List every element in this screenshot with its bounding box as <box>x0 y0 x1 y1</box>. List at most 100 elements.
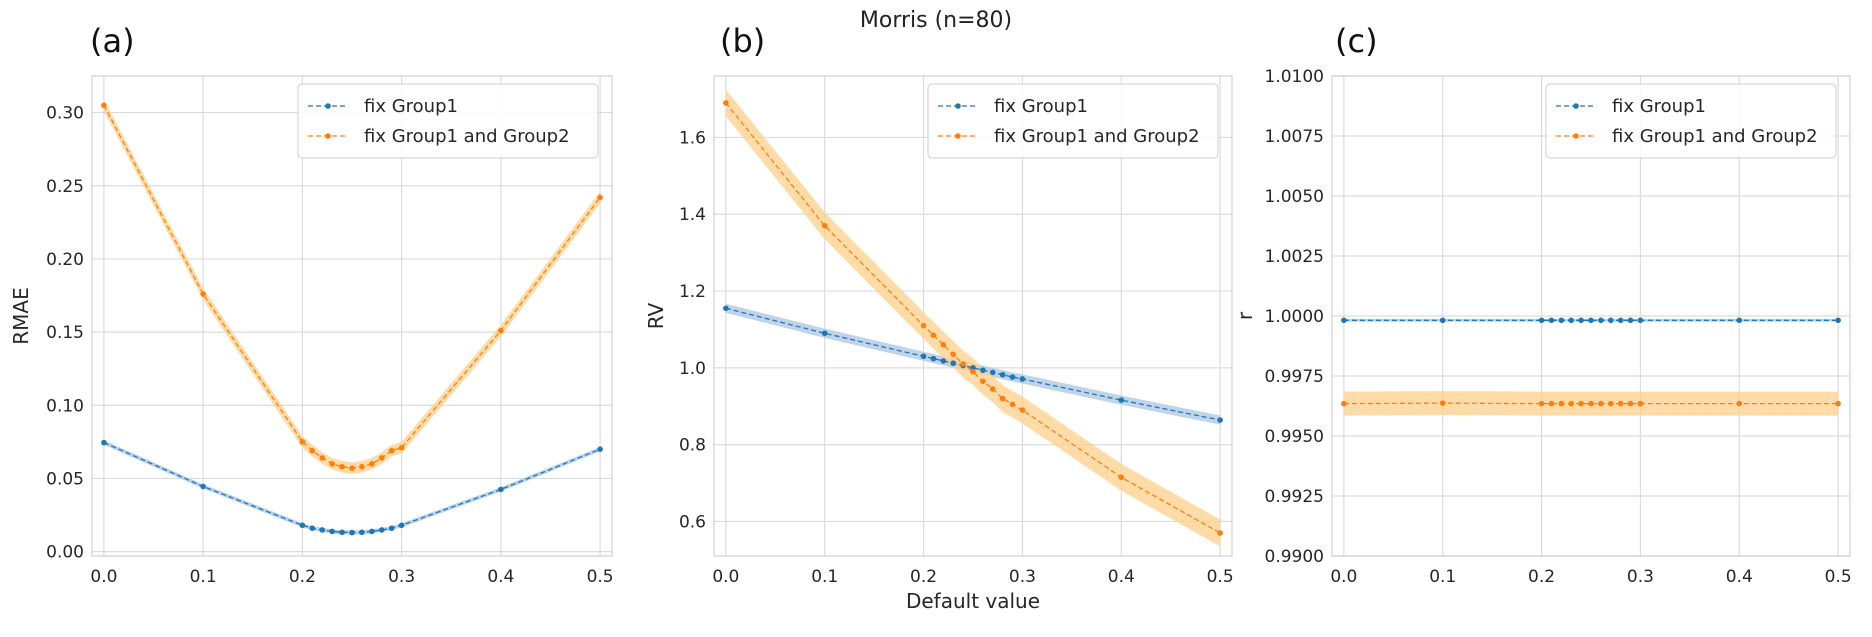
data-point <box>329 461 335 467</box>
data-point <box>940 358 947 364</box>
y-tick-label: 1.0000 <box>1265 307 1324 327</box>
data-point <box>1835 400 1841 407</box>
data-point <box>821 222 828 229</box>
data-point <box>1588 400 1594 407</box>
data-point <box>378 527 385 533</box>
y-tick-label: 0.30 <box>46 104 84 124</box>
data-point <box>989 386 996 392</box>
data-point <box>369 528 375 535</box>
data-point <box>723 100 729 106</box>
y-tick-label: 0.8 <box>679 436 706 456</box>
data-point <box>1568 317 1575 324</box>
data-point <box>980 367 986 373</box>
x-tick-label: 0.5 <box>1825 567 1852 587</box>
data-point <box>1019 376 1026 382</box>
data-point <box>349 465 355 471</box>
data-point <box>1009 374 1016 380</box>
confidence-band <box>103 440 601 535</box>
y-tick-label: 1.0 <box>679 359 706 379</box>
data-point <box>349 529 355 536</box>
x-tick-label: 0.5 <box>587 567 614 587</box>
y-tick-label: 0.00 <box>46 543 84 563</box>
data-point <box>299 522 306 529</box>
legend-box <box>1545 83 1837 159</box>
data-point <box>1217 530 1223 536</box>
data-point <box>1607 317 1614 324</box>
data-point <box>950 360 957 367</box>
plot-frame <box>91 75 613 557</box>
y-tick-label: 1.0075 <box>1265 127 1324 147</box>
y-axis-label: RMAE <box>9 287 33 344</box>
x-tick-label: 0.5 <box>1207 567 1234 587</box>
data-point <box>1627 400 1634 407</box>
data-point <box>723 305 729 312</box>
data-point <box>101 102 107 109</box>
data-point <box>1538 317 1545 324</box>
data-point <box>1558 400 1565 407</box>
data-point <box>1637 400 1644 407</box>
x-tick-label: 0.2 <box>1528 567 1555 587</box>
data-point <box>1578 317 1584 324</box>
plot-frame <box>713 75 1233 557</box>
y-tick-label: 0.25 <box>46 177 84 197</box>
x-tick-label: 0.0 <box>712 567 739 587</box>
data-point <box>1548 400 1555 407</box>
y-axis-label: r <box>1233 311 1257 320</box>
x-tick-label: 0.0 <box>1330 567 1357 587</box>
data-point <box>1118 397 1125 403</box>
y-tick-label: 0.6 <box>679 512 706 532</box>
data-point <box>378 455 385 461</box>
data-point <box>319 527 326 533</box>
x-tick-label: 0.1 <box>1429 567 1456 587</box>
data-point <box>980 378 986 385</box>
legend-box <box>297 83 599 159</box>
data-point <box>999 371 1006 378</box>
data-point <box>1588 317 1594 324</box>
legend-swatch-marker <box>1573 133 1579 139</box>
y-tick-label: 0.20 <box>46 250 84 270</box>
y-tick-label: 1.0025 <box>1265 247 1324 267</box>
y-tick-label: 0.05 <box>46 469 84 489</box>
data-point <box>339 529 345 536</box>
data-point <box>597 446 603 452</box>
data-point <box>1578 400 1584 407</box>
legend-swatch-marker <box>325 133 331 139</box>
data-point <box>1598 400 1604 407</box>
y-tick-label: 1.0050 <box>1265 187 1324 207</box>
legend-swatch-marker <box>325 103 331 109</box>
data-point <box>319 455 326 461</box>
figure-suptitle: Morris (n=80) <box>859 8 1013 33</box>
data-point <box>999 395 1006 402</box>
x-tick-label: 0.3 <box>388 567 415 587</box>
chart-panel-3: (c) 0.0 0.1 0.2 0.3 0.4 0.5 0.9900 0.9925 0.9950 0… <box>1233 22 1852 587</box>
data-point <box>920 322 927 329</box>
data-point <box>1558 317 1565 324</box>
data-point <box>1568 400 1575 407</box>
x-tick-label: 0.2 <box>289 567 316 587</box>
x-tick-label: 0.1 <box>190 567 217 587</box>
data-point <box>1637 317 1644 324</box>
legend-box <box>927 83 1219 159</box>
data-point <box>950 351 957 358</box>
data-point <box>398 522 405 529</box>
data-point <box>1617 317 1624 324</box>
data-point <box>339 463 345 470</box>
data-point <box>200 483 206 490</box>
y-tick-label: 0.15 <box>46 323 84 343</box>
data-point <box>1736 400 1743 407</box>
chart-panel-2: (b) 0.0 0.1 0.2 0.3 0.4 0.5 0.6 0.8 1.0 1.2 1.4 1.6 R… <box>644 22 1234 613</box>
data-point <box>1019 407 1026 413</box>
data-point <box>388 447 395 454</box>
data-point <box>309 447 316 454</box>
y-tick-label: 1.2 <box>679 282 706 302</box>
x-axis-label: Default value <box>906 589 1040 613</box>
data-point <box>1009 401 1016 408</box>
data-point <box>498 327 504 334</box>
data-point <box>989 369 996 376</box>
data-point <box>960 361 966 367</box>
legend-swatch-marker <box>955 133 961 139</box>
x-tick-label: 0.3 <box>1009 567 1036 587</box>
data-point <box>200 291 206 297</box>
legend-entry: fix Group1 <box>1612 96 1706 117</box>
